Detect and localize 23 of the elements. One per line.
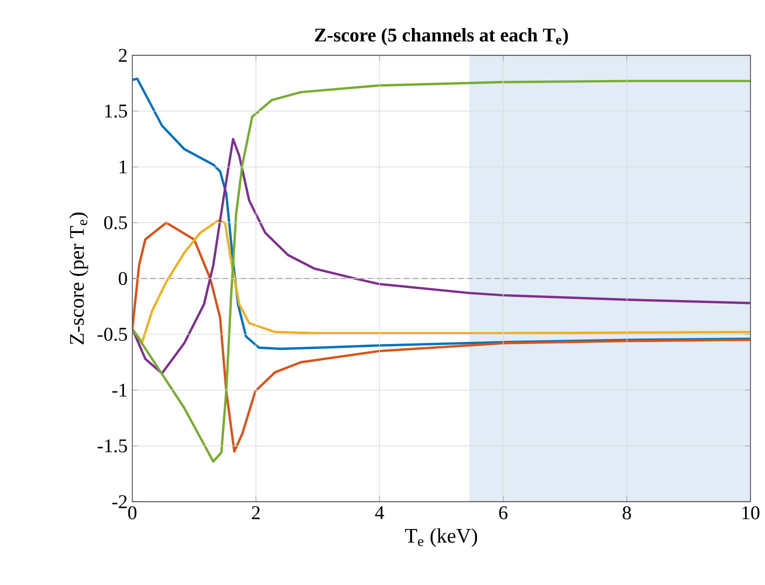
y-tick-label: 1.5 (105, 104, 127, 118)
x-tick-label: 6 (499, 506, 508, 520)
x-axis-title: T$_{e}$ (keV) (405, 528, 478, 547)
line-series (132, 138, 750, 374)
x-tick-label: 8 (622, 506, 631, 520)
chart-title: Z-score (5 channels at each T$_{e}$) (314, 28, 568, 46)
y-tick-label: -0.5 (98, 328, 127, 341)
y-tick-label: 2 (118, 48, 127, 62)
y-axis-title: Z-score (per T$_{e}$) (69, 212, 88, 344)
x-tick-label: 4 (375, 506, 384, 519)
line-series (132, 78, 750, 350)
line-series (132, 219, 750, 344)
line-series (132, 80, 750, 463)
y-tick-label: 0.5 (104, 216, 127, 230)
x-tick-label: 10 (742, 506, 760, 520)
y-tick-label: -2 (112, 495, 127, 508)
y-tick-label: 0 (118, 272, 127, 285)
y-tick-label: -1.5 (98, 439, 127, 452)
y-tick-label: -1 (112, 384, 127, 396)
x-tick-label: 2 (252, 506, 260, 520)
line-series (132, 221, 750, 453)
x-tick-label: 0 (128, 506, 136, 520)
y-tick-label: 1 (120, 160, 127, 174)
